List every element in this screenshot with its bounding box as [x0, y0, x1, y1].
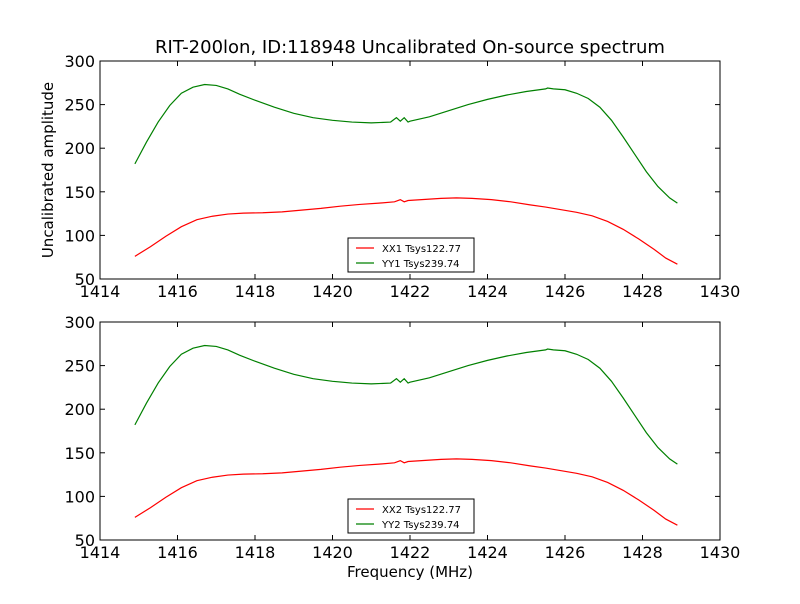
x-tick-label: 1428: [622, 543, 663, 562]
legend-entry-label: YY1 Tsys239.74: [381, 259, 460, 270]
x-tick-label: 1414: [80, 543, 121, 562]
x-tick-label: 1424: [467, 282, 508, 301]
x-tick-label: 1430: [700, 543, 741, 562]
legend-entry-label: YY2 Tsys239.74: [381, 520, 460, 531]
y-tick-label: 150: [64, 444, 95, 463]
x-tick-label: 1422: [390, 282, 431, 301]
x-tick-label: 1430: [700, 282, 741, 301]
y-tick-label: 300: [64, 313, 95, 332]
series-line-yy2: [134, 344, 678, 465]
x-tick-label: 1426: [545, 543, 586, 562]
x-tick-label: 1416: [157, 282, 198, 301]
x-tick-label: 1418: [235, 282, 276, 301]
legend: XX1 Tsys122.77 YY1 Tsys239.74: [347, 237, 475, 273]
x-tick-label: 1426: [545, 282, 586, 301]
x-tick-label: 1414: [80, 282, 121, 301]
y-tick-label: 100: [64, 226, 95, 245]
x-tick-label: 1428: [622, 282, 663, 301]
legend-box: [347, 237, 475, 273]
figure-title: RIT-200lon, ID:118948 Uncalibrated On-so…: [155, 37, 665, 58]
y-tick-label: 200: [64, 400, 95, 419]
x-tick-label: 1424: [467, 543, 508, 562]
y-tick-label: 250: [64, 96, 95, 115]
legend-entry-label: XX1 Tsys122.77: [382, 244, 461, 255]
x-tick-label: 1422: [390, 543, 431, 562]
x-tick-label: 1418: [235, 543, 276, 562]
y-tick-label: 50: [75, 270, 95, 289]
x-axis-label: Frequency (MHz): [347, 563, 473, 581]
y-tick-label: 250: [64, 357, 95, 376]
x-tick-label: 1420: [312, 543, 353, 562]
legend-box: [347, 498, 475, 534]
x-tick-label: 1420: [312, 282, 353, 301]
series-line-yy1: [134, 83, 678, 204]
y-tick-label: 100: [64, 487, 95, 506]
panel-bottom: 1414 1416 1418 1420 1422 1424 1426 1428 1430 50 10…: [64, 313, 740, 581]
y-axis-label: Uncalibrated amplitude: [39, 82, 57, 258]
panel-top: 1414 1416 1418 1420 1422 1424 1426 1428 1430 50 10…: [39, 52, 740, 301]
series-line-xx2: [134, 458, 678, 526]
legend-entry-label: XX2 Tsys122.77: [382, 505, 461, 516]
y-tick-label: 300: [64, 52, 95, 71]
series-line-xx1: [134, 197, 678, 265]
y-tick-label: 50: [75, 531, 95, 550]
x-tick-label: 1416: [157, 543, 198, 562]
legend: XX2 Tsys122.77 YY2 Tsys239.74: [347, 498, 475, 534]
y-tick-label: 150: [64, 183, 95, 202]
y-tick-label: 200: [64, 139, 95, 158]
